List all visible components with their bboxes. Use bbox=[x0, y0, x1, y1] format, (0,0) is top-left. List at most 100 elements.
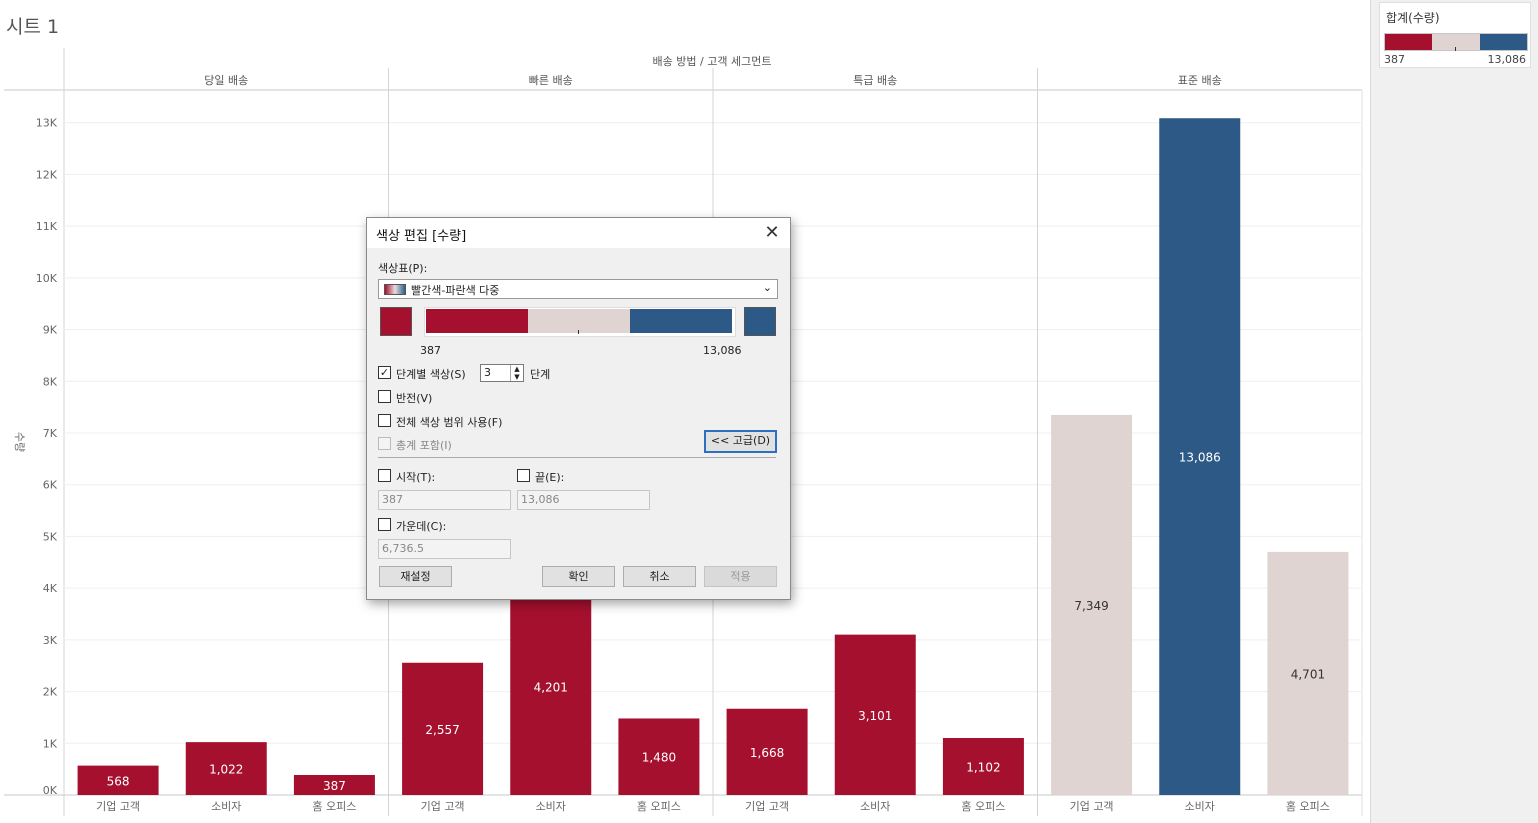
group-header-label: 특급 배송 bbox=[853, 74, 897, 87]
bar bbox=[77, 765, 159, 795]
y-tick-label: 9K bbox=[43, 324, 58, 337]
y-tick-label: 11K bbox=[36, 220, 58, 233]
x-tick-label: 소비자 bbox=[536, 800, 566, 813]
bar bbox=[726, 708, 808, 795]
bar bbox=[1159, 118, 1241, 795]
bar-value-label: 2,557 bbox=[425, 723, 459, 737]
start-color-swatch[interactable] bbox=[380, 307, 412, 336]
y-tick-label: 8K bbox=[43, 375, 58, 388]
ramp-step-3 bbox=[630, 309, 732, 333]
palette-dropdown[interactable]: 빨간색-파란색 다중 ⌄ bbox=[378, 279, 778, 299]
x-tick-label: 기업 고객 bbox=[745, 800, 789, 813]
bar-value-label: 1,480 bbox=[642, 751, 676, 765]
ramp-min-label: 387 bbox=[420, 344, 441, 357]
group-header-label: 당일 배송 bbox=[204, 73, 248, 87]
stepped-color-checkbox[interactable]: ✓ bbox=[378, 366, 391, 379]
dialog-divider bbox=[378, 457, 776, 458]
bar-value-label: 13,086 bbox=[1179, 451, 1221, 465]
steps-value: 3 bbox=[484, 366, 491, 379]
center-value-field: 6,736.5 bbox=[378, 539, 511, 559]
steps-stepper[interactable]: 3 ▲ ▼ bbox=[480, 364, 524, 382]
advanced-button[interactable]: << 고급(D) bbox=[704, 430, 777, 453]
start-value-field: 387 bbox=[378, 490, 511, 510]
reverse-checkbox[interactable] bbox=[378, 390, 391, 403]
stepped-color-label: 단계별 색상(S) bbox=[396, 368, 466, 381]
bar bbox=[834, 634, 916, 795]
y-tick-label: 10K bbox=[36, 272, 58, 285]
center-label: 가운데(C): bbox=[396, 520, 447, 533]
start-checkbox[interactable] bbox=[378, 469, 391, 482]
bar bbox=[185, 742, 267, 795]
end-value: 13,086 bbox=[521, 493, 560, 506]
bar bbox=[293, 774, 375, 795]
x-tick-label: 홈 오피스 bbox=[1286, 799, 1330, 813]
y-tick-label: 2K bbox=[43, 686, 58, 699]
column-header-title: 배송 방법 / 고객 세그먼트 bbox=[653, 55, 772, 68]
palette-swatch-icon bbox=[384, 284, 406, 295]
ramp-step-2 bbox=[528, 309, 630, 333]
ramp-step-1 bbox=[426, 309, 528, 333]
bar-value-label: 4,701 bbox=[1291, 667, 1325, 681]
end-color-swatch[interactable] bbox=[744, 307, 776, 336]
edit-colors-dialog[interactable]: 색상 편집 [수량] ✕ 색상표(P): 빨간색-파란색 다중 ⌄ 387 13… bbox=[366, 217, 791, 600]
bar-value-label: 4,201 bbox=[534, 680, 568, 694]
bar-value-label: 1,022 bbox=[209, 763, 243, 777]
steps-unit-label: 단계 bbox=[530, 368, 551, 381]
x-tick-label: 기업 고객 bbox=[1070, 800, 1114, 813]
reverse-label: 반전(V) bbox=[396, 392, 433, 405]
legend-pane: 합계(수량) 387 13,086 bbox=[1370, 0, 1538, 823]
center-checkbox[interactable] bbox=[378, 518, 391, 531]
end-checkbox[interactable] bbox=[517, 469, 530, 482]
y-tick-label: 12K bbox=[36, 168, 58, 181]
legend-step-3 bbox=[1479, 34, 1527, 50]
sheet-title: 시트 1 bbox=[6, 16, 60, 38]
y-tick-label: 1K bbox=[43, 737, 58, 750]
y-tick-label: 4K bbox=[43, 582, 58, 595]
stepper-arrows-icon[interactable]: ▲ ▼ bbox=[510, 365, 523, 381]
chevron-down-icon: ⌄ bbox=[762, 281, 772, 294]
legend-color-ramp bbox=[1384, 33, 1528, 51]
close-icon[interactable]: ✕ bbox=[764, 222, 780, 243]
dialog-title: 색상 편집 [수량] bbox=[376, 229, 467, 244]
bar-value-label: 568 bbox=[107, 774, 130, 788]
bar bbox=[1267, 551, 1349, 795]
bar-value-label: 387 bbox=[323, 779, 346, 793]
y-tick-label: 3K bbox=[43, 634, 58, 647]
palette-label: 색상표(P): bbox=[378, 262, 428, 275]
bar-value-label: 7,349 bbox=[1074, 599, 1108, 613]
legend-center-tick bbox=[1455, 47, 1456, 51]
legend-min-label: 387 bbox=[1384, 53, 1405, 66]
x-tick-label: 소비자 bbox=[211, 800, 241, 813]
y-tick-label: 6K bbox=[43, 479, 58, 492]
x-tick-label: 홈 오피스 bbox=[312, 799, 356, 813]
reset-button[interactable]: 재설정 bbox=[379, 566, 452, 587]
bar bbox=[942, 738, 1024, 795]
center-value: 6,736.5 bbox=[382, 542, 424, 555]
y-tick-label: 5K bbox=[43, 530, 58, 543]
cancel-button[interactable]: 취소 bbox=[623, 566, 696, 587]
full-range-checkbox[interactable] bbox=[378, 414, 391, 427]
dialog-titlebar[interactable]: 색상 편집 [수량] ✕ bbox=[367, 218, 790, 248]
legend-max-label: 13,086 bbox=[1487, 53, 1527, 66]
color-legend[interactable]: 합계(수량) 387 13,086 bbox=[1379, 2, 1531, 68]
ramp-max-label: 13,086 bbox=[703, 344, 742, 357]
palette-value: 빨간색-파란색 다중 bbox=[411, 284, 500, 297]
bar bbox=[510, 577, 592, 795]
x-tick-label: 홈 오피스 bbox=[961, 799, 1005, 813]
x-tick-label: 기업 고객 bbox=[421, 800, 465, 813]
apply-button: 적용 bbox=[704, 566, 777, 587]
full-range-label: 전체 색상 범위 사용(F) bbox=[396, 416, 503, 429]
bar-value-label: 1,668 bbox=[750, 746, 784, 760]
y-axis-title: 수량 bbox=[13, 432, 26, 452]
group-header-label: 빠른 배송 bbox=[529, 74, 573, 87]
y-tick-label: 13K bbox=[36, 117, 58, 130]
ok-button[interactable]: 확인 bbox=[542, 566, 615, 587]
legend-step-2 bbox=[1432, 34, 1480, 50]
bar bbox=[618, 718, 700, 795]
legend-title: 합계(수량) bbox=[1386, 11, 1440, 25]
end-value-field: 13,086 bbox=[517, 490, 650, 510]
group-header-label: 표준 배송 bbox=[1178, 74, 1222, 87]
ramp-center-tick bbox=[578, 330, 579, 334]
bar bbox=[1051, 414, 1133, 795]
start-label: 시작(T): bbox=[396, 471, 436, 484]
